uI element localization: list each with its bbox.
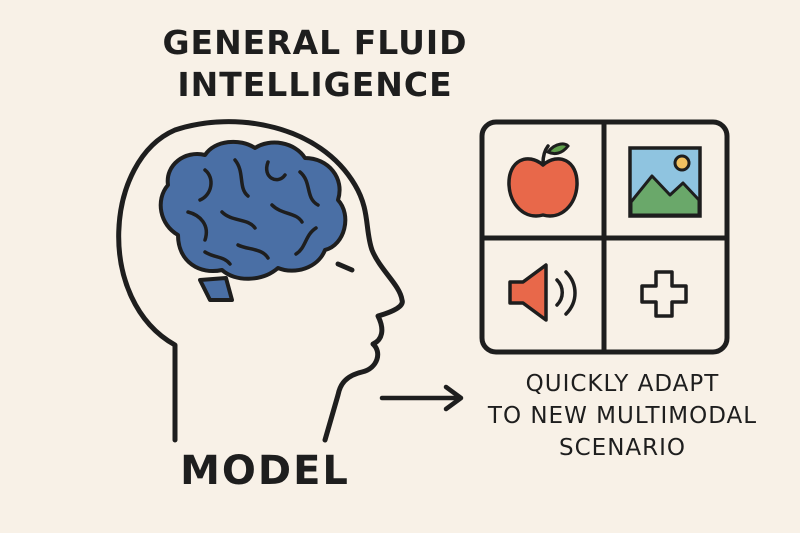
arrow-icon <box>379 384 464 412</box>
speaker-icon <box>508 263 577 322</box>
brain-icon <box>158 139 348 302</box>
apple-icon <box>507 142 579 218</box>
title-line-2: INTELLIGENCE <box>177 65 453 104</box>
plus-icon <box>640 270 688 318</box>
caption-line-1: QUICKLY ADAPT <box>525 371 720 397</box>
image-icon <box>628 146 702 218</box>
diagram-title: GENERAL FLUID INTELLIGENCE <box>100 22 530 106</box>
head-outline <box>116 119 405 443</box>
caption-line-3: SCENARIO <box>559 435 686 461</box>
eye <box>335 261 355 273</box>
model-label: MODEL <box>180 448 350 494</box>
caption-line-2: TO NEW MULTIMODAL <box>487 403 758 429</box>
title-line-1: GENERAL FLUID <box>162 23 468 62</box>
adaptation-caption: QUICKLY ADAPT TO NEW MULTIMODAL SCENARIO <box>455 368 790 464</box>
